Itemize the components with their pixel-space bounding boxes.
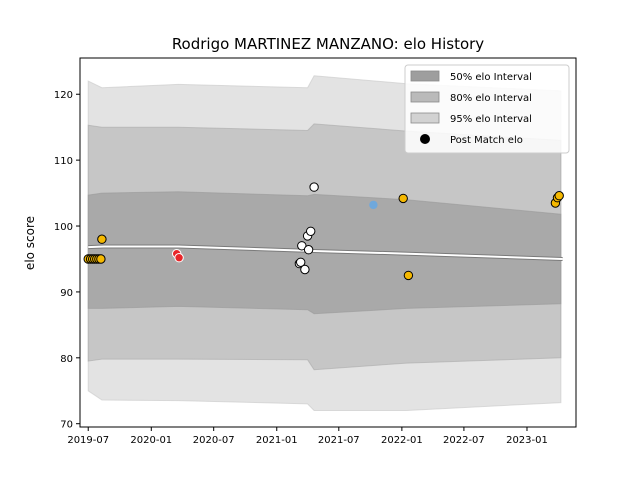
legend-label: 80% elo Interval	[450, 93, 532, 104]
x-tick-label: 2023-01	[506, 435, 548, 446]
legend-item-50-elo-interval: 50% elo Interval	[410, 70, 532, 83]
data-point-17	[306, 226, 316, 237]
data-point-10	[174, 253, 184, 263]
data-point-16	[303, 245, 314, 255]
y-axis: 70 80 90 100 110 120	[54, 90, 80, 431]
y-tick-label: 90	[60, 288, 73, 299]
x-tick-label: 2021-01	[256, 435, 298, 446]
data-point-8	[97, 234, 107, 244]
data-point-21	[403, 270, 414, 281]
x-tick-label: 2019-07	[67, 435, 109, 446]
post-match-points	[83, 182, 564, 281]
legend: 50% elo Interval 80% elo Interval 95% elo …	[404, 64, 570, 154]
x-tick-label: 2022-07	[443, 435, 485, 446]
x-tick-label: 2020-07	[193, 435, 235, 446]
legend-swatch	[410, 70, 440, 82]
mean-line	[88, 245, 563, 260]
x-tick-label: 2021-07	[318, 435, 360, 446]
data-point-14	[300, 264, 310, 275]
legend-label: Post Match elo	[450, 135, 523, 146]
legend-label: 95% elo Interval	[450, 114, 532, 125]
y-tick-label: 110	[54, 156, 73, 167]
y-tick-label: 120	[54, 90, 73, 101]
y-axis-label: elo score	[23, 216, 37, 270]
data-point-18	[309, 182, 319, 192]
data-point-24	[554, 191, 564, 201]
legend-swatch	[410, 112, 440, 124]
legend-marker	[420, 134, 430, 144]
mean-elo-line	[88, 244, 563, 261]
chart-title: Rodrigo MARTINEZ MANZANO: elo History	[172, 35, 484, 53]
legend-box	[404, 64, 570, 154]
x-tick-label: 2022-01	[381, 435, 423, 446]
x-axis: 2019-07 2020-01 2020-07 2021-01 2021-07 2022-…	[67, 427, 548, 446]
data-point-7	[96, 254, 106, 264]
plot-frame	[79, 57, 577, 428]
legend-label: 50% elo Interval	[450, 72, 532, 83]
legend-swatch	[410, 91, 440, 103]
data-point-20	[398, 193, 408, 204]
y-tick-label: 80	[60, 354, 73, 365]
y-tick-label: 70	[60, 420, 73, 431]
legend-item-post-match-elo: Post Match elo	[420, 134, 523, 146]
x-tick-label: 2020-01	[130, 435, 172, 446]
data-point-12	[296, 257, 306, 267]
legend-item-95-elo-interval: 95% elo Interval	[410, 112, 532, 125]
data-point-19	[369, 200, 378, 210]
legend-item-80-elo-interval: 80% elo Interval	[410, 91, 532, 104]
y-tick-label: 100	[54, 222, 73, 233]
